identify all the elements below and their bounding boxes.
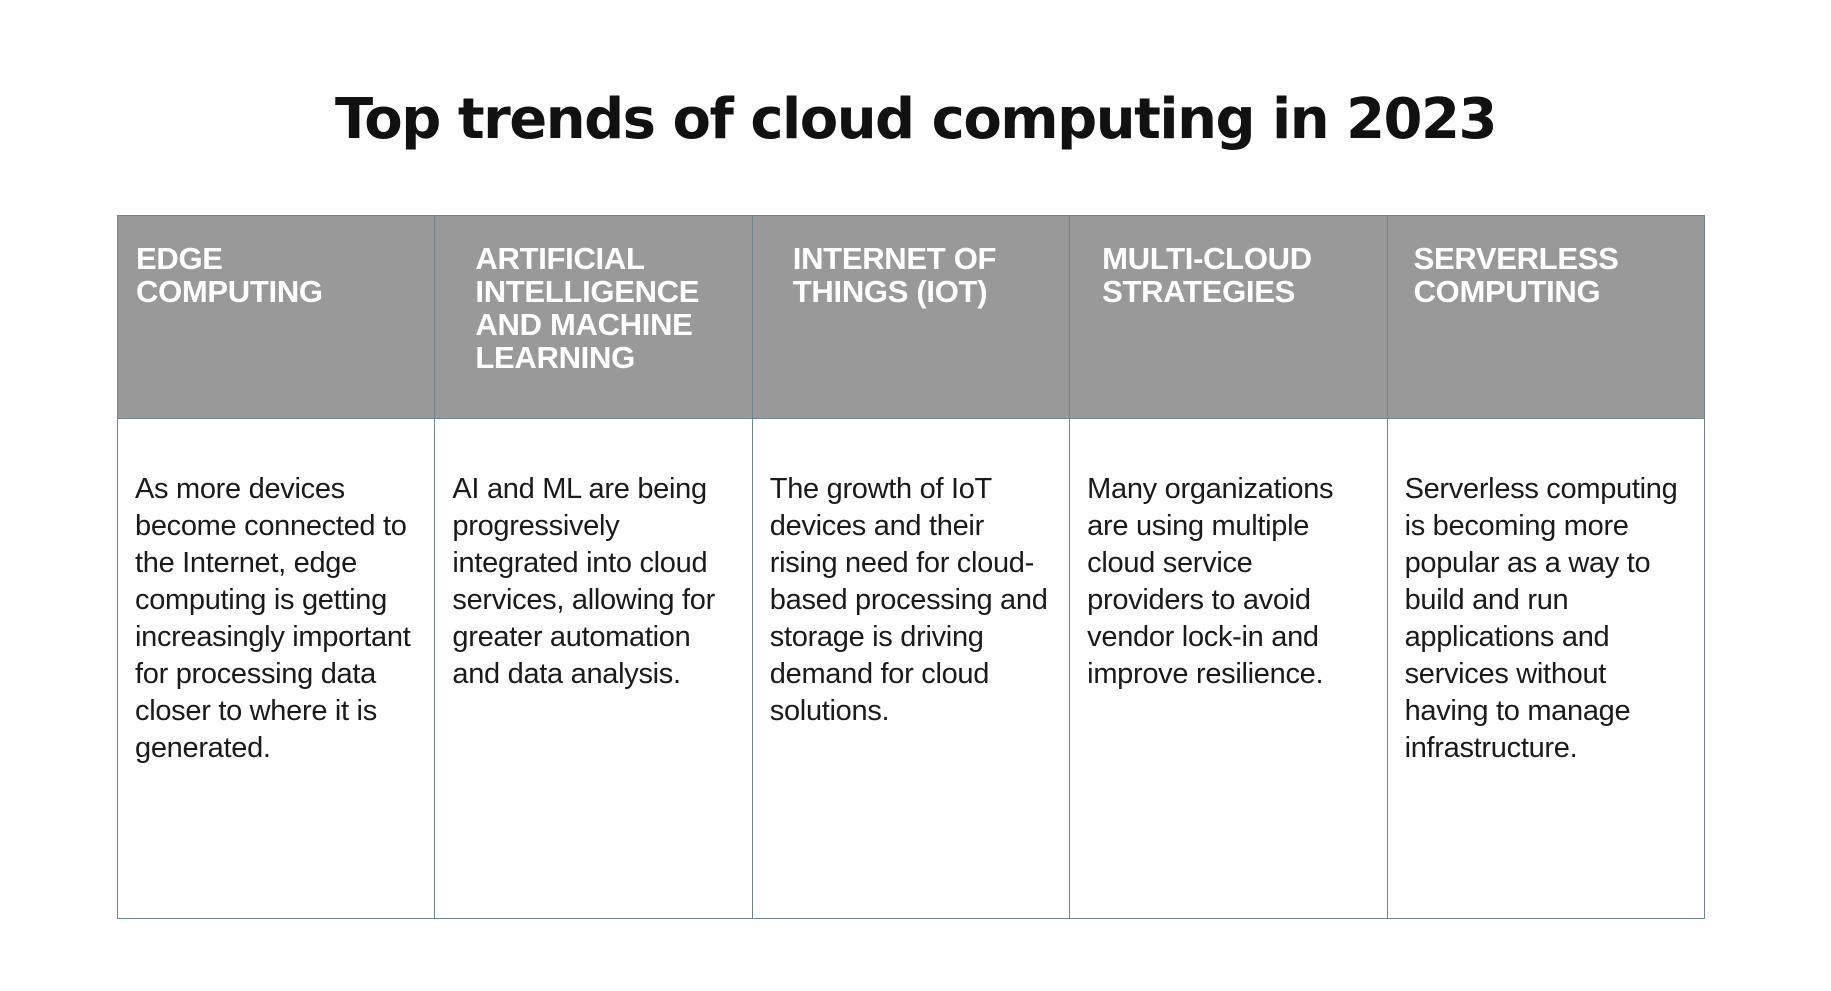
table-header-row: EDGE COMPUTING ARTIFICIAL INTELLIGENCE A… xyxy=(116,215,1705,419)
table-row: As more devices become connected to the … xyxy=(116,418,1705,919)
header-ai-ml: ARTIFICIAL INTELLIGENCE AND MACHINE LEAR… xyxy=(434,215,753,419)
header-iot: INTERNET OF THINGS (IOT) xyxy=(751,215,1071,419)
description-multi-cloud: Many organizations are using multiple cl… xyxy=(1069,418,1388,919)
description-edge-computing: As more devices become connected to the … xyxy=(116,418,436,919)
description-iot: The growth of IoT devices and their risi… xyxy=(751,418,1071,919)
page-title: Top trends of cloud computing in 2023 xyxy=(335,87,1497,152)
header-edge-computing: EDGE COMPUTING xyxy=(116,215,436,419)
description-ai-ml: AI and ML are being progressively integr… xyxy=(434,418,753,919)
description-serverless: Serverless computing is becoming more po… xyxy=(1386,418,1705,919)
header-multi-cloud: MULTI-CLOUD STRATEGIES xyxy=(1069,215,1388,419)
header-serverless: SERVERLESS COMPUTING xyxy=(1386,215,1705,419)
trends-table: EDGE COMPUTING ARTIFICIAL INTELLIGENCE A… xyxy=(116,215,1705,919)
